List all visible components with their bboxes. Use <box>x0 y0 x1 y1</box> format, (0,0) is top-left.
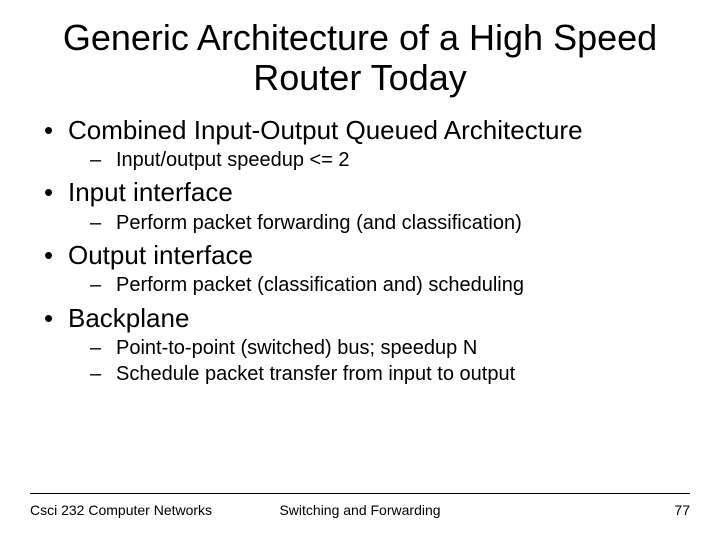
bullet-list: Combined Input-Output Queued Architectur… <box>40 115 692 388</box>
sub-list: Perform packet forwarding (and classific… <box>68 211 692 237</box>
sub-item: Perform packet forwarding (and classific… <box>68 211 692 237</box>
bullet-text: Input interface <box>68 177 233 207</box>
slide-footer: Csci 232 Computer Networks Switching and… <box>0 493 720 518</box>
list-item: Output interface Perform packet (classif… <box>40 240 692 299</box>
sub-text: Schedule packet transfer from input to o… <box>116 363 515 385</box>
sub-text: Input/output speedup <= 2 <box>116 149 350 171</box>
bullet-text: Combined Input-Output Queued Architectur… <box>68 115 583 145</box>
sub-item: Input/output speedup <= 2 <box>68 148 692 174</box>
footer-row: Csci 232 Computer Networks Switching and… <box>30 502 690 518</box>
footer-page-number: 77 <box>674 502 690 518</box>
footer-left: Csci 232 Computer Networks <box>30 502 212 518</box>
sub-item: Point-to-point (switched) bus; speedup N <box>68 336 692 362</box>
bullet-text: Backplane <box>68 303 189 333</box>
sub-list: Perform packet (classification and) sche… <box>68 273 692 299</box>
footer-divider <box>30 493 690 494</box>
list-item: Input interface Perform packet forwardin… <box>40 177 692 236</box>
sub-text: Point-to-point (switched) bus; speedup N <box>116 337 477 359</box>
sub-item: Schedule packet transfer from input to o… <box>68 362 692 388</box>
bullet-text: Output interface <box>68 240 253 270</box>
list-item: Backplane Point-to-point (switched) bus;… <box>40 303 692 387</box>
sub-text: Perform packet (classification and) sche… <box>116 274 524 296</box>
sub-text: Perform packet forwarding (and classific… <box>116 212 522 234</box>
sub-list: Input/output speedup <= 2 <box>68 148 692 174</box>
slide-body: Combined Input-Output Queued Architectur… <box>28 115 692 388</box>
list-item: Combined Input-Output Queued Architectur… <box>40 115 692 174</box>
sub-list: Point-to-point (switched) bus; speedup N… <box>68 336 692 387</box>
sub-item: Perform packet (classification and) sche… <box>68 273 692 299</box>
slide-title: Generic Architecture of a High Speed Rou… <box>28 18 692 99</box>
slide: Generic Architecture of a High Speed Rou… <box>0 0 720 540</box>
